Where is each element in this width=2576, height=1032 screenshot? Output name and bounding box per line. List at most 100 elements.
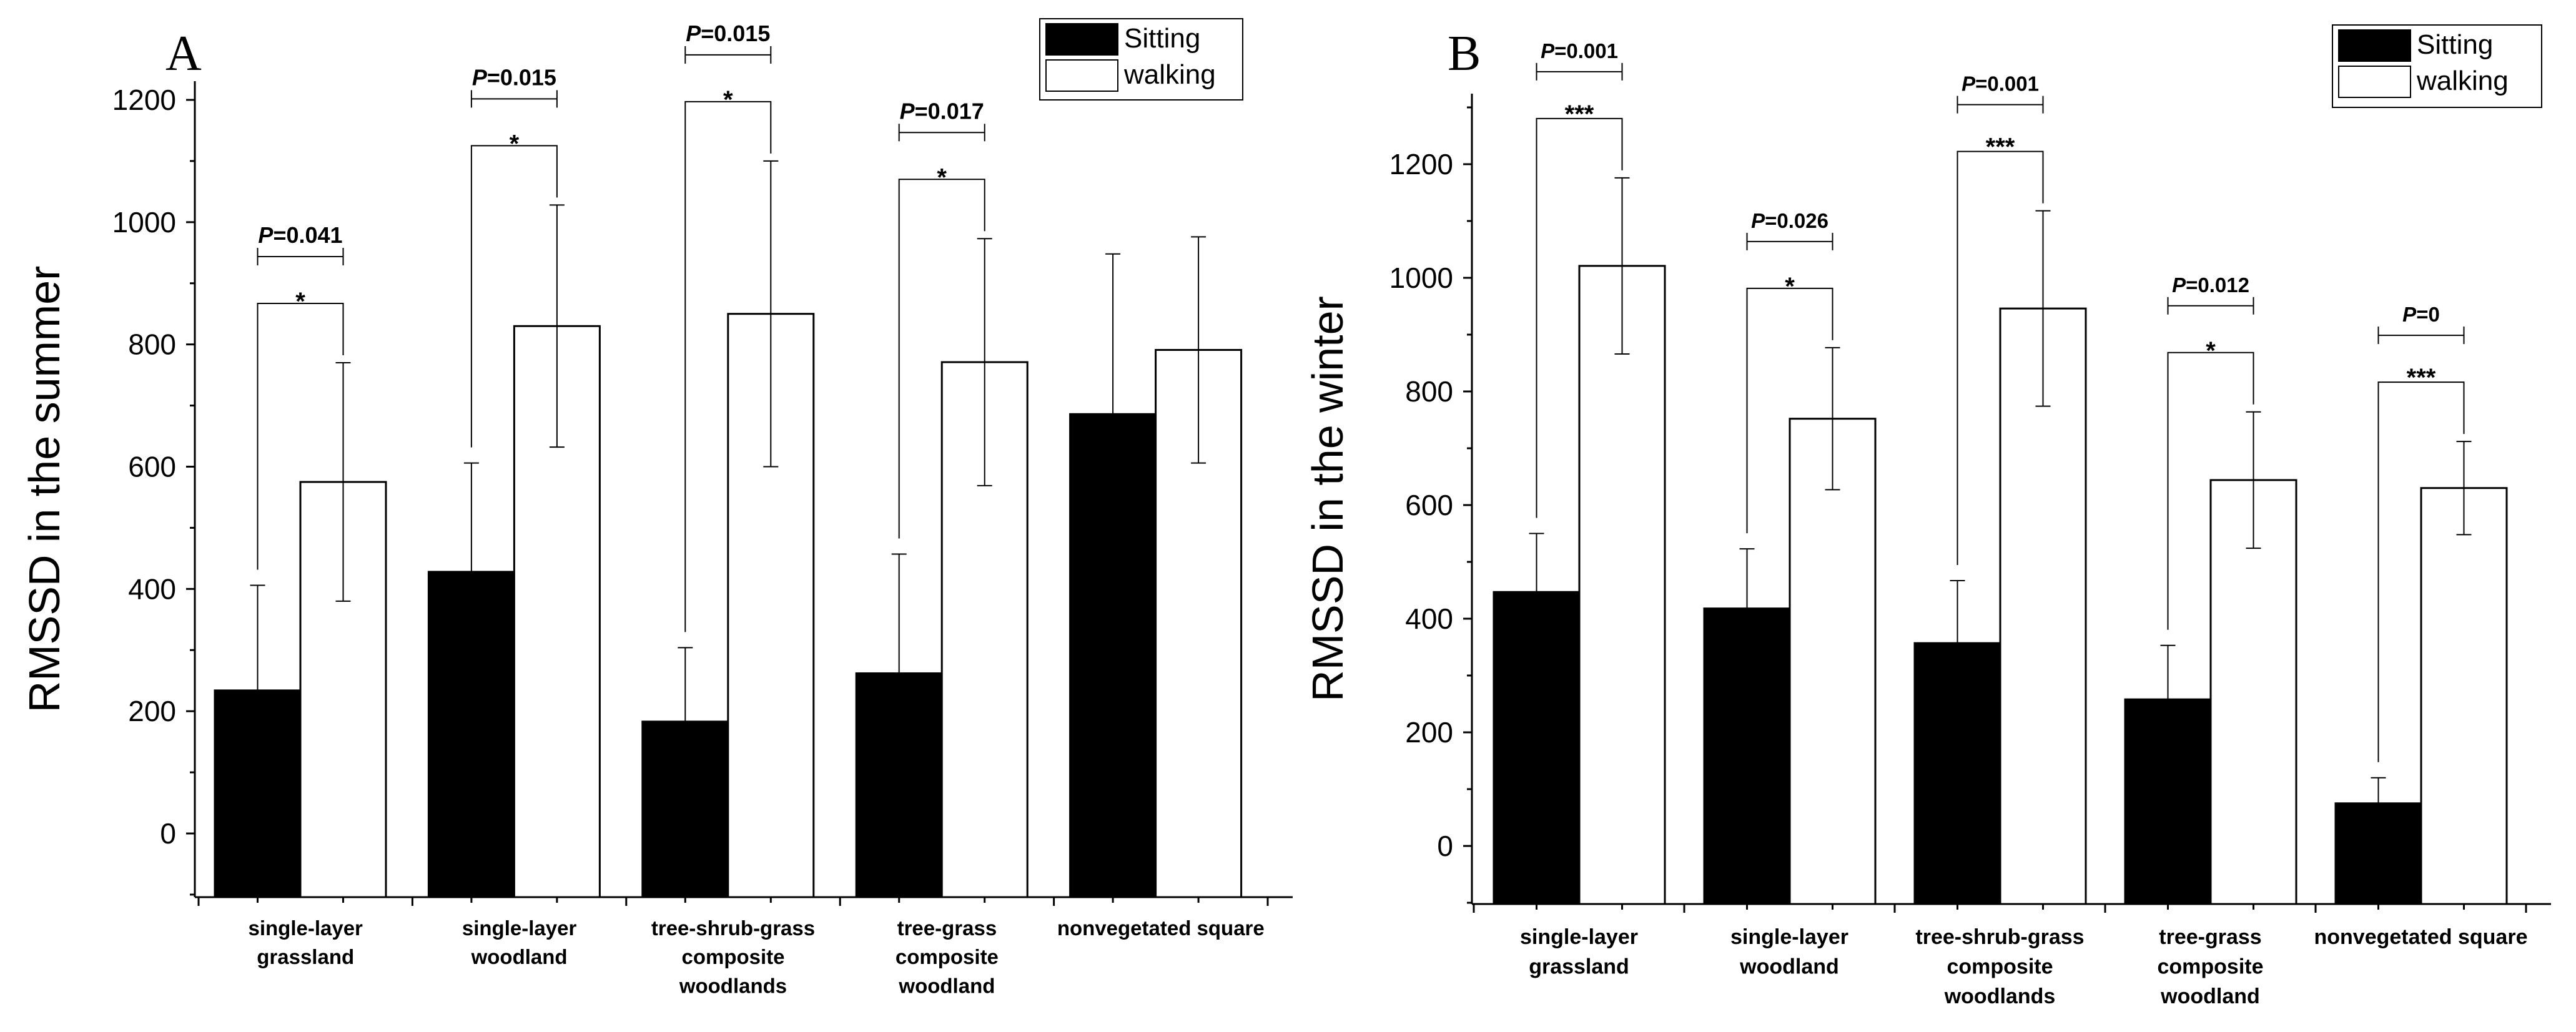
y-axis-label: RMSSD in the winter (1303, 296, 1352, 702)
x-tick-label-line: composite (681, 945, 784, 968)
significance-bracket (684, 101, 772, 632)
significance-stars: *** (2407, 364, 2436, 391)
p-value-number: =0.001 (1975, 72, 2039, 96)
y-tick-label: 800 (1405, 375, 1453, 408)
p-value-number: =0.015 (487, 64, 556, 90)
significance-bracket (470, 145, 558, 448)
significance-stars: * (510, 130, 520, 157)
x-tick-label-line: grassland (257, 945, 354, 968)
x-tick-label: single-layer grassland (248, 917, 363, 968)
x-tick-label-line: tree-shrub-grass (1915, 925, 2084, 949)
legend-label-sitting: Sitting (1124, 23, 1200, 54)
y-tick-label: 1200 (112, 84, 176, 116)
p-value-label: P=0.041 (258, 222, 342, 248)
p-value-symbol: P (1541, 39, 1555, 62)
p-value-number: =0.017 (915, 98, 984, 124)
p-value-symbol: P (258, 222, 274, 248)
p-value-symbol: P (2172, 273, 2186, 297)
x-tick-label-line: woodland (898, 974, 995, 997)
bar-walking (2209, 479, 2297, 905)
significance-bracket (898, 179, 985, 539)
p-value-label: P=0.015 (686, 21, 770, 46)
y-tick-label: 0 (1437, 830, 1453, 862)
x-tick-label-line: single-layer (248, 917, 363, 940)
significance-stars: * (723, 86, 733, 114)
y-axis-label: RMSSD in the summer (20, 266, 69, 713)
x-tick-label-line: nonvegetated square (1057, 917, 1265, 940)
y-tick-label: 600 (128, 451, 176, 483)
p-value-number: =0 (2416, 303, 2440, 326)
x-tick-label-line: single-layer (1730, 925, 1848, 949)
x-tick-label-line: single-layer (462, 917, 577, 940)
p-value-symbol: P (472, 64, 488, 90)
significance-stars: *** (1565, 101, 1594, 128)
bar-walking (2420, 487, 2508, 905)
y-tick-label: 1200 (1389, 148, 1453, 180)
significance-bracket (1746, 287, 1833, 534)
p-value-symbol: P (1751, 209, 1765, 232)
significance-stars: * (2206, 337, 2216, 365)
x-tick-label: tree-shrub-grass composite woodlands (651, 917, 815, 997)
x-tick-label-line: tree-grass (897, 917, 997, 940)
p-value-label: P=0.001 (1541, 39, 1618, 62)
p-value-symbol: P (900, 98, 915, 124)
significance-bracket (2377, 381, 2465, 762)
x-tick-label-line: composite (2157, 955, 2263, 979)
legend-label-walking: walking (1123, 59, 1216, 90)
x-tick-label: single-layer woodland (462, 917, 577, 968)
p-value-label: P=0.015 (472, 64, 556, 90)
y-tick-label: 1000 (112, 206, 176, 238)
p-value-symbol: P (1962, 72, 1976, 96)
bar-walking (1789, 418, 1877, 905)
significance-stars: * (1785, 273, 1795, 300)
p-value-number: =0.012 (2186, 273, 2249, 297)
chart-panel-a: A 0 200 400 600 800 1000 1200 RMSSD in the summe… (20, 18, 1293, 997)
significance-bracket (1957, 150, 2044, 566)
y-tick-label: 1000 (1389, 262, 1453, 294)
y-tick-label: 400 (128, 573, 176, 605)
x-tick-label-line: nonvegetated square (2314, 925, 2528, 949)
x-tick-label: tree-grass composite woodland (896, 917, 999, 997)
x-tick-label: nonvegetated square (1057, 917, 1265, 940)
y-tick-label: 600 (1405, 489, 1453, 521)
significance-stars: *** (1986, 134, 2015, 161)
p-value-label: P=0.017 (900, 98, 984, 124)
x-tick-label-line: single-layer (1520, 925, 1638, 949)
p-value-label: P=0.001 (1962, 72, 2039, 96)
legend-swatch-sitting (1045, 23, 1118, 56)
p-value-label: P=0.026 (1751, 209, 1828, 232)
y-tick-label: 0 (160, 817, 176, 850)
x-tick-label-line: woodlands (679, 974, 787, 997)
legend-swatch-walking (1045, 59, 1118, 92)
p-value-number: =0.026 (1765, 209, 1828, 232)
significance-stars: * (937, 164, 947, 191)
y-tick-label: 400 (1405, 602, 1453, 635)
y-tick-label: 200 (128, 695, 176, 727)
panel-label: B (1448, 26, 1481, 81)
significance-bracket (2167, 351, 2254, 630)
bar-walking (1578, 265, 1666, 905)
p-value-number: =0.015 (701, 21, 770, 46)
p-value-symbol: P (686, 21, 701, 46)
y-tick-label: 200 (1405, 716, 1453, 749)
x-tick-label-line: woodland (471, 945, 568, 968)
significance-stars: * (295, 288, 305, 315)
x-tick-label: single-layer grassland (1520, 925, 1638, 979)
p-value-label: P=0 (2402, 303, 2440, 326)
y-tick-label: 800 (128, 328, 176, 361)
legend-swatch-sitting (2338, 29, 2411, 62)
p-value-symbol: P (2402, 303, 2417, 326)
x-tick-label: single-layer woodland (1730, 925, 1848, 979)
legend-label-sitting: Sitting (2417, 29, 2493, 60)
x-tick-label-line: woodland (2160, 985, 2260, 1008)
x-tick-label-line: woodlands (1944, 985, 2056, 1008)
significance-bracket (1536, 117, 1623, 518)
chart-panel-b: B 0 200 400 600 800 1000 1200 RMSSD in the winte… (1303, 24, 2551, 1008)
x-tick-label-line: tree-shrub-grass (651, 917, 815, 940)
legend-swatch-walking (2338, 66, 2411, 98)
x-tick-label-line: composite (896, 945, 999, 968)
p-value-number: =0.041 (273, 222, 342, 248)
x-tick-label-line: composite (1947, 955, 2053, 979)
p-value-label: P=0.012 (2172, 273, 2249, 297)
